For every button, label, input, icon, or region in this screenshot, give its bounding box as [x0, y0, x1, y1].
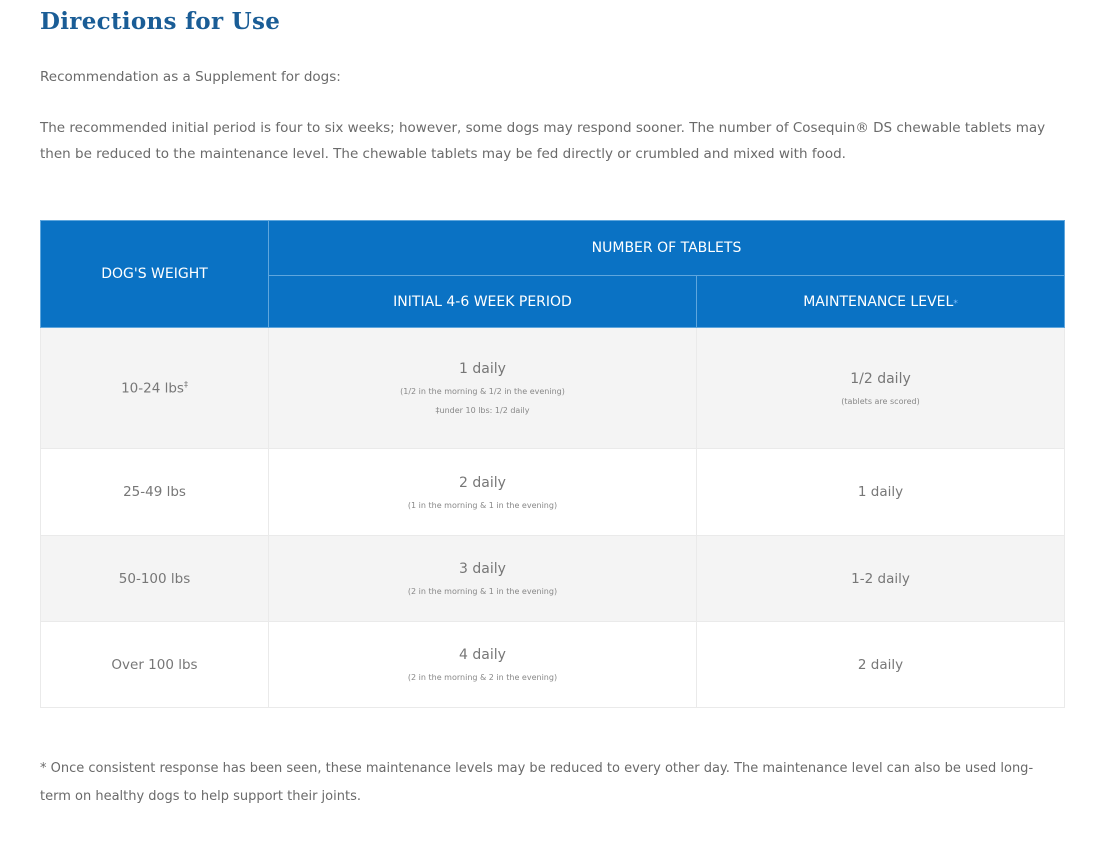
- table-row: 25-49 lbs 2 daily (1 in the morning & 1 i…: [40, 448, 1065, 536]
- initial-note: (2 in the morning & 1 in the evening): [407, 587, 558, 596]
- initial-cell: 1 daily (1/2 in the morning & 1/2 in the …: [268, 327, 697, 449]
- initial-cell: 2 daily (1 in the morning & 1 in the even…: [268, 448, 697, 536]
- maintenance-note: (tablets are scored): [841, 396, 920, 406]
- weight-footnote-mark: ‡: [183, 379, 188, 389]
- initial-value: 3 daily: [459, 561, 506, 577]
- maintenance-cell: 1 daily: [696, 448, 1065, 536]
- maintenance-cell: 1-2 daily: [696, 535, 1065, 622]
- header-maintenance-label: MAINTENANCE LEVEL: [803, 293, 954, 310]
- page-title: Directions for Use: [40, 8, 281, 35]
- header-number-of-tablets: NUMBER OF TABLETS: [268, 220, 1065, 276]
- table-row: Over 100 lbs 4 daily (2 in the morning & …: [40, 621, 1065, 708]
- maintenance-cell: 2 daily: [696, 621, 1065, 708]
- initial-note-2: ‡under 10 lbs: 1/2 daily: [435, 406, 530, 415]
- footnote-text: * Once consistent response has been seen…: [40, 761, 1034, 804]
- initial-value: 2 daily: [459, 474, 506, 491]
- initial-value: 4 daily: [459, 647, 506, 663]
- initial-cell: 4 daily (2 in the morning & 2 in the even…: [268, 621, 697, 708]
- table-row: 10-24 lbs‡ 1 daily (1/2 in the morning & …: [40, 327, 1065, 449]
- description-text: The recommended initial period is four t…: [40, 120, 1046, 162]
- weight-value: 10-24 lbs: [121, 380, 184, 397]
- dosage-table: DOG'S WEIGHT NUMBER OF TABLETS INITIAL 4…: [40, 220, 1065, 708]
- intro-text: Recommendation as a Supplement for dogs:: [40, 69, 341, 85]
- header-dogs-weight: DOG'S WEIGHT: [40, 220, 269, 328]
- weight-cell: Over 100 lbs: [40, 621, 269, 708]
- initial-note: (1/2 in the morning & 1/2 in the evening…: [400, 387, 565, 396]
- maintenance-footnote-mark: *: [953, 298, 958, 309]
- maintenance-value: 1/2 daily: [850, 370, 911, 387]
- initial-value: 1 daily: [459, 361, 506, 377]
- initial-note: (1 in the morning & 1 in the evening): [407, 500, 558, 510]
- maintenance-cell: 1/2 daily (tablets are scored): [696, 327, 1065, 449]
- table-row: 50-100 lbs 3 daily (2 in the morning & 1 …: [40, 535, 1065, 622]
- weight-cell: 10-24 lbs‡: [40, 327, 269, 449]
- header-initial-period: INITIAL 4-6 WEEK PERIOD: [268, 275, 697, 328]
- weight-cell: 50-100 lbs: [40, 535, 269, 622]
- initial-note: (2 in the morning & 2 in the evening): [407, 673, 558, 682]
- weight-cell: 25-49 lbs: [40, 448, 269, 536]
- header-maintenance-level: MAINTENANCE LEVEL*: [696, 275, 1065, 328]
- initial-cell: 3 daily (2 in the morning & 1 in the even…: [268, 535, 697, 622]
